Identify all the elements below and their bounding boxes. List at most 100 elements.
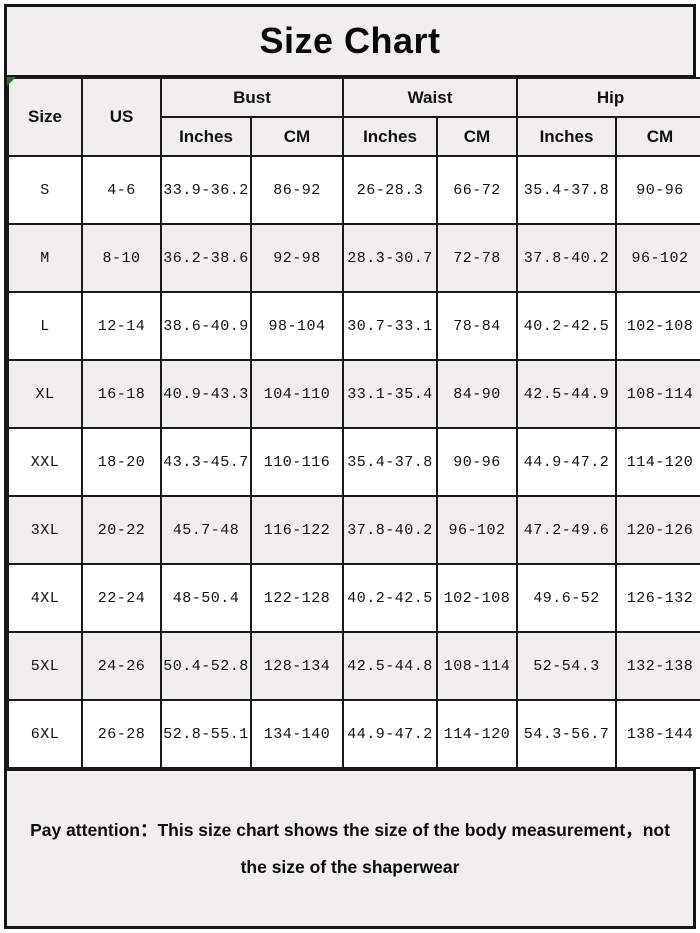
bust-cm-cell: 104-110 [250,359,344,429]
bust-inches-cell: 43.3-45.7 [160,427,252,497]
waist-cm-cell: 66-72 [436,155,518,225]
table-row-5xl: 5XL 24-26 50.4-52.8 128-134 42.5-44.8 10… [7,631,700,701]
header-row-units: Inches CM Inches CM Inches CM [8,116,700,157]
bust-inches-cell: 48-50.4 [160,563,252,633]
table-row-6xl: 6XL 26-28 52.8-55.1 134-140 44.9-47.2 11… [7,699,700,769]
hip-cm-cell: 126-132 [614,563,700,633]
waist-cm-cell: 90-96 [436,427,518,497]
hip-cm-cell: 102-108 [614,291,700,361]
hip-cm-cell: 108-114 [614,359,700,429]
bust-cm-cell: 122-128 [250,563,344,633]
hip-inches-cell: 52-54.3 [516,631,617,701]
bust-inches-cell: 33.9-36.2 [160,155,252,225]
table-row-4xl: 4XL 22-24 48-50.4 122-128 40.2-42.5 102-… [7,563,700,633]
col-header-hip-cm: CM [614,116,700,157]
us-cell: 8-10 [81,223,162,293]
hip-inches-cell: 47.2-49.6 [516,495,617,565]
us-cell: 24-26 [81,631,162,701]
table-row-l: L 12-14 38.6-40.9 98-104 30.7-33.1 78-84… [7,291,700,361]
bust-cm-cell: 98-104 [250,291,344,361]
col-header-waist-inches: Inches [342,116,438,157]
hip-inches-cell: 35.4-37.8 [516,155,617,225]
size-cell: 3XL [7,495,83,565]
us-cell: 16-18 [81,359,162,429]
waist-cm-cell: 102-108 [436,563,518,633]
hip-cm-cell: 132-138 [614,631,700,701]
size-cell: 5XL [7,631,83,701]
hip-cm-cell: 90-96 [614,155,700,225]
waist-inches-cell: 30.7-33.1 [342,291,438,361]
col-header-waist-cm: CM [436,116,518,157]
green-corner-marker-icon [7,77,16,86]
size-cell: XXL [7,427,83,497]
table-row-m: M 8-10 36.2-38.6 92-98 28.3-30.7 72-78 3… [7,223,700,293]
bust-inches-cell: 45.7-48 [160,495,252,565]
size-cell: 4XL [7,563,83,633]
col-header-hip-inches: Inches [516,116,617,157]
page-title: Size Chart [259,20,441,61]
hip-inches-cell: 40.2-42.5 [516,291,617,361]
waist-inches-cell: 37.8-40.2 [342,495,438,565]
attention-note-text: Pay attention：This size chart shows the … [30,819,670,877]
hip-cm-cell: 138-144 [614,699,700,769]
waist-inches-cell: 40.2-42.5 [342,563,438,633]
size-chart-sheet: Size Chart Size US Bust Waist Hip [4,4,700,929]
size-cell: L [7,291,83,361]
waist-inches-cell: 33.1-35.4 [342,359,438,429]
bust-inches-cell: 36.2-38.6 [160,223,252,293]
size-cell: XL [7,359,83,429]
col-header-bust-cm: CM [250,116,344,157]
hip-cm-cell: 114-120 [614,427,700,497]
us-cell: 20-22 [81,495,162,565]
waist-cm-cell: 84-90 [436,359,518,429]
size-table: Size US Bust Waist Hip Inches CM Inches … [7,77,700,769]
table-row-xxl: XXL 18-20 43.3-45.7 110-116 35.4-37.8 90… [7,427,700,497]
waist-cm-cell: 108-114 [436,631,518,701]
table-row-s: S 4-6 33.9-36.2 86-92 26-28.3 66-72 35.4… [7,155,700,225]
waist-inches-cell: 35.4-37.8 [342,427,438,497]
waist-cm-cell: 96-102 [436,495,518,565]
hip-inches-cell: 54.3-56.7 [516,699,617,769]
hip-inches-cell: 44.9-47.2 [516,427,617,497]
bust-cm-cell: 110-116 [250,427,344,497]
attention-note-band: Pay attention：This size chart shows the … [7,769,693,926]
hip-inches-cell: 49.6-52 [516,563,617,633]
size-cell: S [7,155,83,225]
bust-inches-cell: 50.4-52.8 [160,631,252,701]
col-header-size: Size [7,77,83,157]
size-cell: M [7,223,83,293]
size-table-body: S 4-6 33.9-36.2 86-92 26-28.3 66-72 35.4… [7,155,700,769]
col-header-us: US [81,77,162,157]
hip-inches-cell: 42.5-44.9 [516,359,617,429]
waist-inches-cell: 26-28.3 [342,155,438,225]
hip-cm-cell: 96-102 [614,223,700,293]
size-table-wrap: Size US Bust Waist Hip Inches CM Inches … [7,77,700,769]
bust-cm-cell: 86-92 [250,155,344,225]
table-row-3xl: 3XL 20-22 45.7-48 116-122 37.8-40.2 96-1… [7,495,700,565]
waist-cm-cell: 78-84 [436,291,518,361]
size-cell: 6XL [7,699,83,769]
waist-cm-cell: 114-120 [436,699,518,769]
us-cell: 22-24 [81,563,162,633]
waist-inches-cell: 28.3-30.7 [342,223,438,293]
waist-inches-cell: 44.9-47.2 [342,699,438,769]
col-group-waist: Waist [342,77,518,118]
bust-cm-cell: 116-122 [250,495,344,565]
hip-inches-cell: 37.8-40.2 [516,223,617,293]
waist-inches-cell: 42.5-44.8 [342,631,438,701]
waist-cm-cell: 72-78 [436,223,518,293]
bust-cm-cell: 128-134 [250,631,344,701]
header-row-groups: Size US Bust Waist Hip [7,77,700,157]
table-row-xl: XL 16-18 40.9-43.3 104-110 33.1-35.4 84-… [7,359,700,429]
us-cell: 4-6 [81,155,162,225]
bust-cm-cell: 92-98 [250,223,344,293]
size-table-header: Size US Bust Waist Hip Inches CM Inches … [7,77,700,157]
bust-inches-cell: 38.6-40.9 [160,291,252,361]
us-cell: 18-20 [81,427,162,497]
bust-cm-cell: 134-140 [250,699,344,769]
bust-inches-cell: 40.9-43.3 [160,359,252,429]
col-header-bust-inches: Inches [160,116,252,157]
us-cell: 26-28 [81,699,162,769]
hip-cm-cell: 120-126 [614,495,700,565]
col-group-bust: Bust [160,77,344,118]
